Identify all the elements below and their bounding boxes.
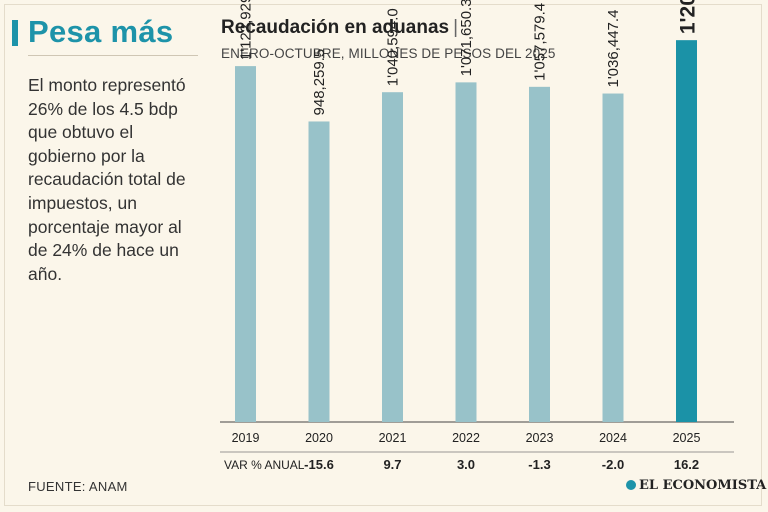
value-label-2022: 1'071,650.3 xyxy=(458,0,475,76)
var-value-2022: 3.0 xyxy=(457,457,475,472)
x-tick-label-2020: 2020 xyxy=(305,431,333,445)
var-value-2025: 16.2 xyxy=(674,457,699,472)
logo-globe-icon xyxy=(626,480,636,490)
logo-text: EL ECONOMISTA xyxy=(639,478,767,493)
value-label-2020: 948,259.5 xyxy=(311,49,328,116)
bar-2025 xyxy=(676,40,697,422)
chart-title: Recaudación en aduanas | xyxy=(221,17,458,39)
bar-2021 xyxy=(382,92,403,423)
value-label-2023: 1'057,579.4 xyxy=(532,3,549,81)
value-label-2019: 1'122,929.0 xyxy=(238,0,255,60)
x-tick-label-2024: 2024 xyxy=(599,431,627,445)
bar-2023 xyxy=(529,86,550,423)
x-tick-label-2021: 2021 xyxy=(379,431,407,445)
title-pipe: | xyxy=(453,17,459,38)
var-value-2021: 9.7 xyxy=(383,457,401,472)
chart-title-text: Recaudación en aduanas xyxy=(221,17,450,38)
value-label-2025: 1'204,841.1 xyxy=(677,0,700,34)
x-tick-label-2022: 2022 xyxy=(452,431,480,445)
var-value-2023: -1.3 xyxy=(528,457,550,472)
value-label-2024: 1'036,447.4 xyxy=(605,10,622,88)
section-heading: Pesa más xyxy=(28,14,174,49)
bar-2022 xyxy=(455,82,477,422)
bar-2020 xyxy=(308,121,330,423)
var-value-2024: -2.0 xyxy=(602,457,624,472)
accent-bar xyxy=(12,20,18,46)
x-tick-label-2023: 2023 xyxy=(526,431,554,445)
heading-divider xyxy=(28,55,198,56)
var-label: VAR % ANUAL xyxy=(224,458,305,472)
publisher-logo: EL ECONOMISTA xyxy=(626,478,766,493)
source-note: FUENTE: ANAM xyxy=(28,479,128,494)
bar-2019 xyxy=(235,66,256,422)
description-text: El monto representó 26% de los 4.5 bdp q… xyxy=(28,75,186,284)
chart-subtitle: ENERO-OCTUBRE, MILLONES DE PESOS DEL 202… xyxy=(221,46,556,61)
var-value-2020: -15.6 xyxy=(304,457,334,472)
bar-2024 xyxy=(602,93,624,422)
value-label-2021: 1'040,594.0 xyxy=(385,8,402,86)
x-tick-label-2019: 2019 xyxy=(232,431,260,445)
x-tick-label-2025: 2025 xyxy=(673,431,701,445)
